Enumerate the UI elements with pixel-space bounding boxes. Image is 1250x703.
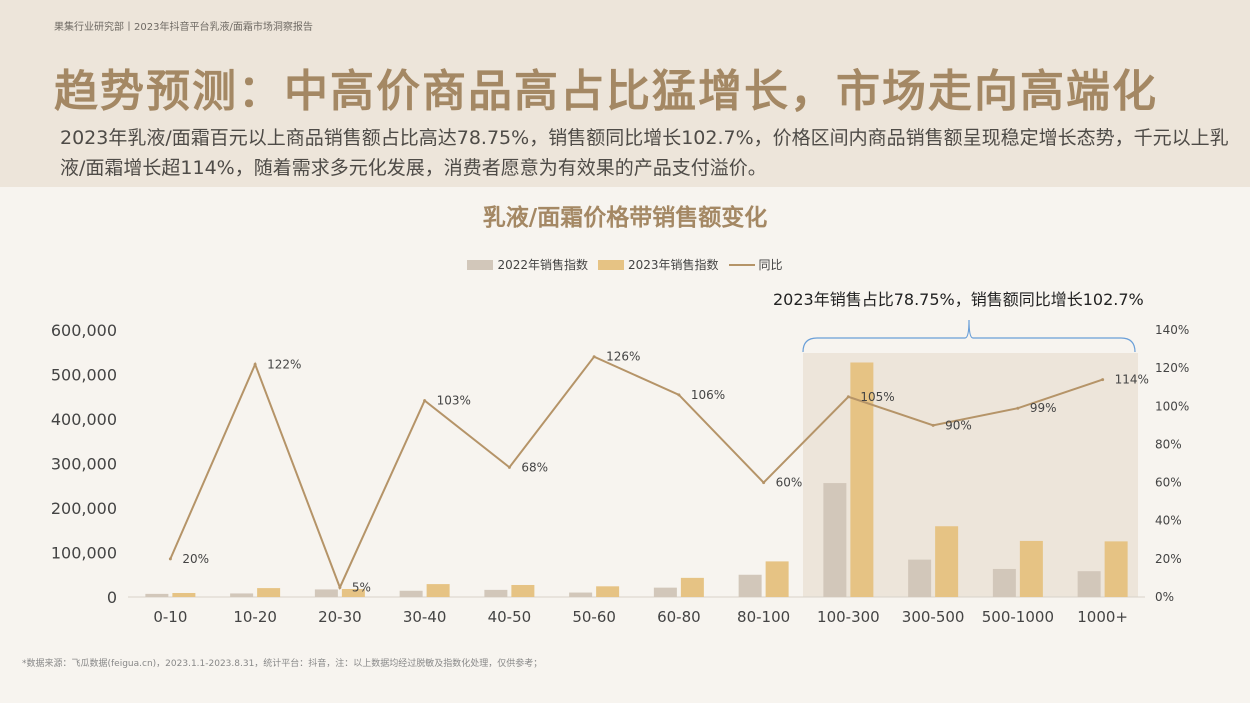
chart-legend: 2022年销售指数 2023年销售指数 同比 [0, 256, 1250, 273]
legend-label-2023: 2023年销售指数 [627, 258, 719, 272]
bar-2022 [569, 592, 593, 597]
right-axis-tick: 60% [1155, 476, 1182, 490]
x-axis-tick: 0-10 [153, 608, 187, 626]
yoy-point [846, 395, 850, 399]
yoy-data-label: 99% [1030, 401, 1057, 415]
summary-text: 2023年乳液/面霜百元以上商品销售额占比高达78.75%，销售额同比增长102… [60, 127, 1229, 179]
yoy-data-label: 106% [691, 388, 725, 402]
bar-2022 [230, 593, 254, 597]
bar-2023 [426, 584, 450, 597]
left-axis-tick: 600,000 [51, 321, 117, 340]
bar-2022 [314, 589, 338, 597]
yoy-data-label: 122% [267, 357, 301, 371]
yoy-data-label: 20% [182, 552, 209, 566]
left-axis-tick: 400,000 [51, 410, 117, 429]
x-axis-tick: 30-40 [403, 608, 447, 626]
header-band [0, 0, 1250, 187]
yoy-data-label: 90% [945, 418, 972, 432]
yoy-point [507, 465, 511, 469]
legend-item-2022: 2022年销售指数 [467, 256, 588, 273]
footnote: *数据来源：飞瓜数据(feigua.cn)，2023.1.1-2023.8.31… [22, 659, 543, 669]
bar-2023 [341, 588, 365, 597]
legend-swatch-yoy [728, 263, 755, 266]
yoy-line [169, 355, 1103, 591]
yoy-data-label: 5% [352, 580, 371, 594]
bar-2022 [399, 590, 423, 597]
x-axis-tick: 100-300 [817, 608, 880, 626]
left-axis-tick: 0 [107, 588, 117, 607]
legend-swatch-2023 [597, 259, 624, 270]
bar-2022 [145, 593, 169, 597]
right-axis-tick: 80% [1155, 437, 1182, 451]
bar-2023 [1019, 540, 1043, 597]
bar-2023 [596, 586, 620, 597]
legend-label-yoy: 同比 [758, 258, 783, 272]
right-axis-tick: 100% [1155, 399, 1189, 413]
yoy-point [168, 557, 172, 561]
bar-2023 [680, 577, 704, 597]
bar-2023 [172, 592, 196, 597]
x-axis-tick: 300-500 [902, 608, 965, 626]
right-axis-tick: 120% [1155, 361, 1189, 375]
legend-label-2022: 2022年销售指数 [497, 258, 588, 272]
x-axis-tick: 60-80 [657, 608, 701, 626]
right-axis-tick: 20% [1155, 552, 1182, 566]
yoy-data-label: 114% [1115, 373, 1149, 387]
yoy-point [762, 481, 766, 485]
bar-2023 [765, 561, 789, 597]
x-axis-tick: 40-50 [488, 608, 532, 626]
bar-2022 [823, 483, 847, 597]
legend-item-2023: 2023年销售指数 [597, 256, 719, 273]
right-axis-tick: 140% [1155, 323, 1189, 337]
bar-2023 [850, 362, 874, 597]
yoy-data-label: 126% [606, 350, 640, 364]
yoy-point [592, 355, 596, 359]
bar-2022 [484, 589, 508, 597]
yoy-point [1016, 406, 1020, 410]
breadcrumb: 果集行业研究部丨2023年抖音平台乳液/面霜市场洞察报告 [54, 22, 313, 33]
bar-2022 [992, 568, 1016, 597]
left-axis-tick: 100,000 [51, 544, 117, 563]
bar-2023 [257, 588, 281, 597]
bar-2022 [653, 587, 677, 597]
bar-2022 [1077, 571, 1101, 597]
left-axis-tick: 300,000 [51, 455, 117, 474]
x-axis-tick: 50-60 [572, 608, 616, 626]
yoy-data-label: 105% [860, 390, 894, 404]
chart-title: 乳液/面霜价格带销售额变化 [482, 205, 768, 231]
yoy-point [1101, 378, 1105, 382]
yoy-point [253, 362, 257, 366]
x-axis-tick: 1000+ [1077, 608, 1128, 626]
highlight-callout: 2023年销售占比78.75%，销售额同比增长102.7% [773, 290, 1144, 309]
x-axis-tick: 80-100 [737, 608, 790, 626]
yoy-data-label: 103% [437, 394, 471, 408]
yoy-data-label: 60% [776, 476, 803, 490]
left-axis-tick: 200,000 [51, 499, 117, 518]
yoy-data-label: 68% [521, 460, 548, 474]
x-axis-tick: 10-20 [233, 608, 277, 626]
bar-2022 [738, 574, 762, 597]
bar-2023 [1104, 541, 1128, 597]
left-axis-tick: 500,000 [51, 366, 117, 385]
yoy-point [338, 585, 342, 589]
legend-swatch-2022 [467, 259, 494, 270]
bar-2022 [908, 559, 932, 597]
right-axis-tick: 40% [1155, 514, 1182, 528]
bar-2023 [511, 584, 535, 597]
x-axis-tick: 500-1000 [982, 608, 1054, 626]
right-axis-tick: 0% [1155, 590, 1174, 604]
yoy-point [423, 399, 427, 403]
legend-item-yoy: 同比 [728, 256, 783, 273]
bar-2023 [935, 526, 959, 597]
page-title: 趋势预测：中高价商品高占比猛增长，市场走向高端化 [54, 66, 1158, 117]
callout-bracket [802, 319, 1136, 353]
yoy-point [931, 423, 935, 427]
x-axis-tick: 20-30 [318, 608, 362, 626]
yoy-point [677, 393, 681, 397]
